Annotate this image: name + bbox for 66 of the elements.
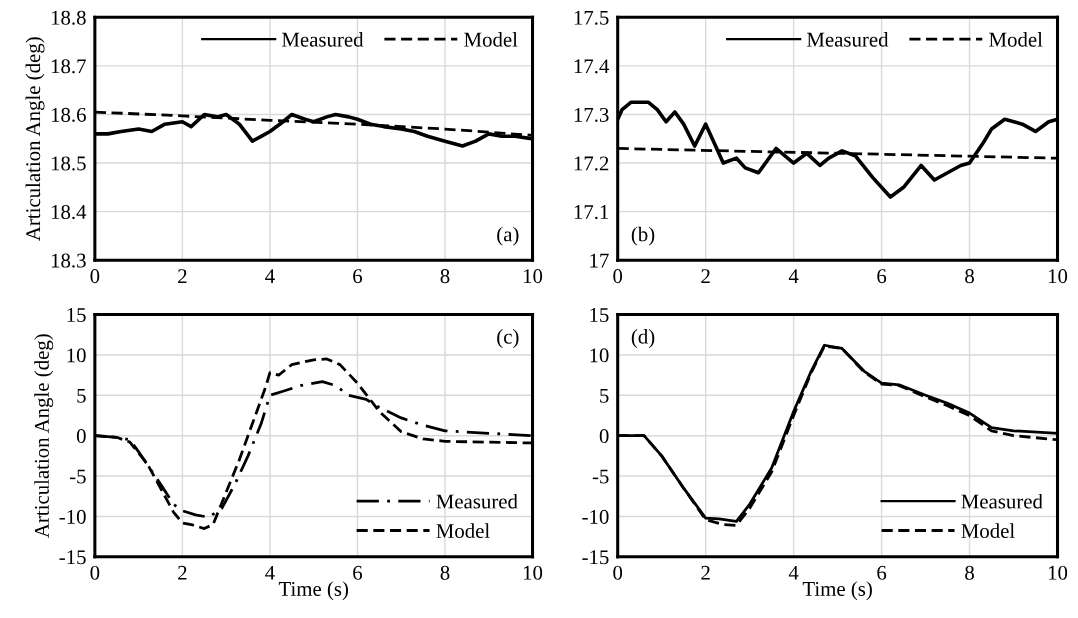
x-tick-label: 0 [613,269,623,284]
y-tick-label: 17.4 [574,59,610,74]
x-tick-label: 8 [440,269,450,284]
x-tick-label: 8 [440,565,450,580]
x-tick-label: 6 [877,565,887,580]
x-tick-label: 4 [788,269,799,283]
x-tick-label: 10 [523,565,543,580]
y-tick-label: 18.6 [51,107,86,122]
y-tick-label: 17.5 [574,10,609,25]
x-tick-label: 0 [613,565,623,580]
y-tick-label: -5 [69,469,86,484]
legend-label: Model [961,523,1015,538]
y-axis-title: Articulation Angle (deg) [34,334,54,538]
y-tick-label: -15 [582,550,609,565]
legend-label: Measured [282,32,364,47]
x-tick-label: 6 [877,269,887,284]
x-tick-label: 2 [701,269,710,283]
y-tick-label: 17 [590,253,609,268]
y-tick-label: -5 [592,469,609,484]
y-tick-label: 17.1 [574,205,609,220]
y-tick-label: 0 [76,429,86,444]
y-tick-label: -15 [59,550,86,565]
y-tick-label: 5 [600,388,609,403]
legend-label: Model [464,32,518,47]
x-axis-title: Time (s) [802,581,872,601]
annotation: (c) [497,329,519,348]
x-tick-label: 4 [265,565,275,580]
legend-label: Model [989,32,1043,47]
x-tick-label: 2 [178,269,187,283]
x-tick-label: 4 [265,269,275,283]
x-tick-label: 10 [523,269,543,284]
y-tick-label: 18.3 [51,253,86,268]
x-tick-label: 0 [90,565,100,580]
x-tick-label: 2 [178,565,187,580]
y-tick-label: 5 [77,388,86,403]
x-tick-label: 10 [1048,269,1068,284]
x-axis-title: Time (s) [278,581,348,601]
y-tick-label: 15 [67,308,86,322]
legend-label: Measured [806,32,889,47]
x-tick-label: 6 [353,269,363,284]
x-tick-label: 10 [1048,565,1068,580]
y-tick-label: 18.5 [51,156,86,171]
x-tick-label: 8 [965,565,974,580]
annotation: (a) [497,226,519,246]
x-tick-label: 2 [701,565,710,580]
annotation: (d) [631,329,655,348]
y-tick-label: 10 [590,348,609,363]
y-tick-label: 18.4 [51,204,87,220]
y-tick-label: 17.2 [574,156,609,171]
legend-label: Measured [961,493,1043,509]
y-tick-label: 15 [590,308,609,322]
y-tick-label: -10 [582,509,609,524]
y-tick-label: 18.8 [51,10,86,25]
annotation: (b) [631,226,655,246]
y-axis-title: Articulation Angle (deg) [25,37,45,241]
legend-label: Model [436,523,490,538]
y-tick-label: 17.3 [574,107,609,122]
x-tick-label: 6 [353,565,363,580]
x-tick-label: 0 [90,269,100,284]
y-tick-label: 0 [599,429,609,444]
x-tick-label: 8 [965,269,974,284]
y-tick-label: -10 [59,509,86,524]
y-tick-label: 10 [67,348,86,363]
x-tick-label: 4 [788,565,799,580]
y-tick-label: 18.7 [51,59,86,74]
legend-label: Measured [436,493,518,509]
